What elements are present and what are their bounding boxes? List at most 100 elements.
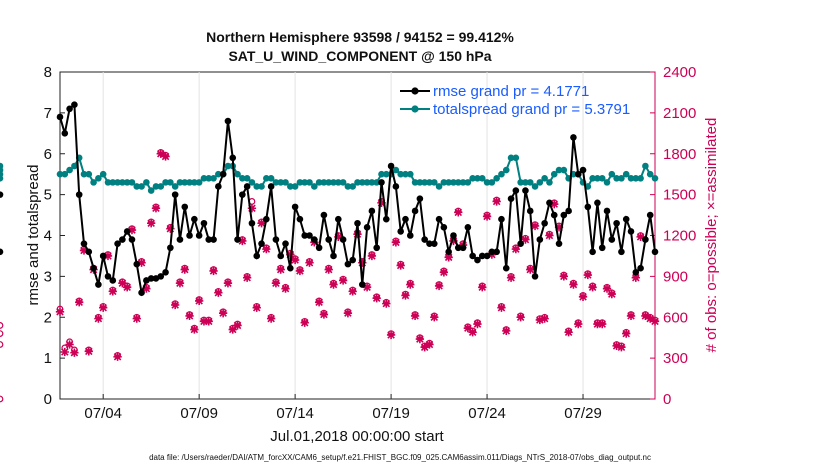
- obs-assimilated-point: [171, 300, 180, 310]
- rmse-point: [608, 236, 616, 243]
- obs-assimilated-point: [478, 283, 487, 292]
- totalspread-point: [349, 183, 357, 190]
- obs-assimilated-point: [329, 280, 338, 289]
- y-tick-label: 0: [44, 391, 52, 408]
- totalspread-point: [335, 179, 342, 186]
- rmse-point: [215, 183, 222, 190]
- obs-assimilated-point: [194, 296, 204, 306]
- totalspread-point: [186, 179, 193, 186]
- rmse-series: [0, 101, 659, 297]
- totalspread-point: [598, 174, 606, 182]
- totalspread-point: [531, 183, 539, 190]
- totalspread-point: [114, 179, 121, 186]
- obs-assimilated-point: [290, 255, 300, 265]
- totalspread-point: [613, 174, 620, 182]
- obs-assimilated-point: [142, 284, 151, 293]
- rmse-point: [147, 275, 155, 282]
- totalspread-point: [315, 179, 323, 186]
- totalspread-point: [622, 170, 630, 178]
- totalspread-point: [90, 179, 97, 186]
- totalspread-series: [0, 154, 659, 194]
- totalspread-point: [224, 162, 232, 170]
- totalspread-point: [291, 183, 299, 190]
- obs-assimilated-point: [151, 204, 161, 213]
- rmse-point: [128, 236, 136, 243]
- obs-assimilated-point: [60, 347, 69, 357]
- rmse-point: [80, 240, 88, 247]
- rmse-point: [560, 211, 568, 219]
- totalspread-point: [526, 179, 534, 186]
- y-tick-label: 7: [44, 105, 52, 122]
- totalspread-point: [550, 170, 558, 178]
- rmse-point: [397, 228, 404, 235]
- obs-assimilated-point: [401, 291, 410, 300]
- totalspread-point: [267, 174, 275, 182]
- rmse-point: [123, 228, 131, 235]
- obs-assimilated-point: [511, 244, 521, 254]
- x-axis-label: Jul.01,2018 00:00:00 start: [270, 428, 444, 445]
- rmse-point: [646, 211, 654, 219]
- obs-assimilated-point: [343, 309, 353, 318]
- rmse-point: [85, 248, 93, 256]
- obs-assimilated-point: [617, 343, 626, 352]
- y-right-tick-label: 0: [663, 391, 671, 408]
- totalspread-point: [512, 154, 520, 162]
- obs-assimilated-point: [257, 219, 266, 228]
- rmse-point: [56, 113, 64, 121]
- obs-assimilated-point: [545, 231, 554, 240]
- totalspread-point: [109, 179, 117, 186]
- y-right-tick-label: 1800: [663, 146, 696, 163]
- obs-assimilated-point: [554, 223, 564, 232]
- rmse-point: [368, 207, 376, 215]
- rmse-point: [430, 240, 438, 247]
- totalspread-point: [143, 179, 150, 186]
- totalspread-point: [272, 179, 280, 186]
- legend-spread-label: totalspread grand pr = 5.3791: [433, 101, 630, 118]
- rmse-point: [574, 170, 582, 178]
- rmse-point: [99, 252, 107, 260]
- rmse-point: [483, 252, 491, 260]
- totalspread-point: [426, 179, 433, 186]
- rmse-point: [570, 134, 577, 141]
- obs-assimilated-point: [132, 314, 141, 323]
- obs-assimilated-point: [99, 303, 108, 312]
- totalspread-point: [397, 170, 404, 178]
- totalspread-point: [637, 174, 644, 182]
- obs-assimilated-point: [593, 319, 602, 329]
- totalspread-point: [536, 179, 544, 186]
- totalspread-point: [99, 170, 107, 178]
- totalspread-point: [71, 162, 78, 170]
- x-tick-label: 07/09: [180, 405, 218, 422]
- totalspread-point: [80, 170, 88, 178]
- totalspread-point: [589, 174, 596, 182]
- obs-assimilated-point: [382, 299, 391, 308]
- rmse-point: [234, 236, 241, 243]
- obs-assimilated-point: [646, 314, 655, 323]
- totalspread-point: [517, 179, 524, 186]
- rmse-point: [90, 264, 97, 272]
- obs-assimilated-point: [420, 343, 429, 352]
- y-axis-right-label: # of obs: o=possible; ×=assimilated: [703, 118, 720, 353]
- obs-assimilated-point: [607, 289, 616, 299]
- obs-assimilated-point: [506, 273, 516, 282]
- obs-assimilated-point: [377, 198, 386, 207]
- obs-assimilated-point: [636, 232, 645, 242]
- totalspread-point: [651, 174, 659, 182]
- rmse-point: [541, 219, 548, 227]
- obs-assimilated-point: [276, 265, 285, 274]
- rmse-point: [450, 232, 457, 239]
- rmse-point: [589, 248, 596, 256]
- totalspread-point: [627, 174, 635, 182]
- totalspread-point: [191, 179, 198, 186]
- totalspread-point: [459, 179, 467, 186]
- rmse-point: [594, 199, 601, 207]
- totalspread-point: [215, 170, 222, 178]
- obs-assimilated-point: [396, 261, 405, 270]
- rmse-point: [339, 236, 347, 243]
- totalspread-point: [603, 179, 611, 186]
- totalspread-point: [646, 170, 654, 178]
- rmse-point: [296, 215, 304, 223]
- obs-assimilated-point: [271, 279, 281, 288]
- rmse-point: [258, 240, 265, 247]
- totalspread-point: [104, 179, 112, 186]
